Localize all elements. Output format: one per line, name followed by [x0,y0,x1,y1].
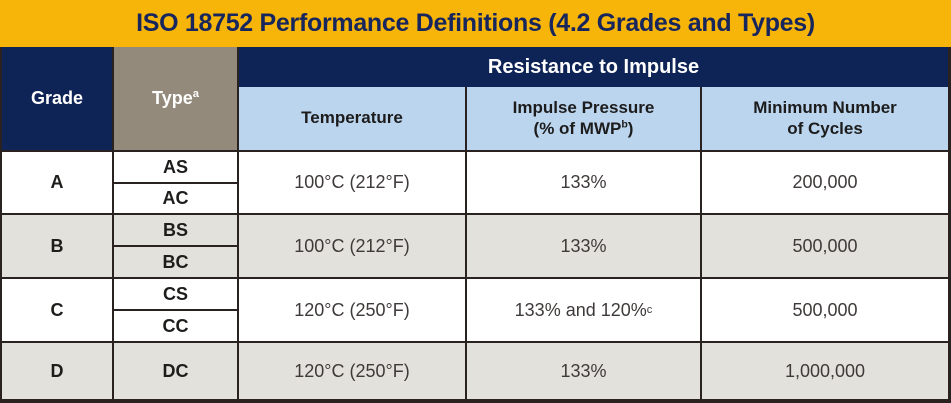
col-header-type-label: Typea [152,88,199,108]
temperature-cell-A: 100°C (212°F) [237,150,465,213]
cycles-cell-D: 1,000,000 [700,341,948,399]
type-cell-BC: BC [112,245,237,277]
type-cell-BS: BS [112,213,237,245]
grade-cell-C: C [2,277,112,341]
col-header-grade-label: Grade [30,88,84,108]
grades-types-table: Grade Typea Resistance to Impulse Temper… [0,47,951,403]
footnote-marker-a: a [192,88,199,100]
type-cell-AC: AC [112,182,237,213]
footnote-marker-b: b [621,117,628,130]
temperature-cell-B: 100°C (212°F) [237,213,465,277]
cycles-cell-C: 500,000 [700,277,948,341]
grade-cell-A: A [2,150,112,213]
band-header-resistance-to-impulse: Resistance to Impulse [237,47,948,87]
col-header-impulse-pressure: Impulse Pressure (% of MWPb) [465,87,700,150]
type-cell-CC: CC [112,309,237,341]
grade-cell-D: D [2,341,112,399]
col-header-impulse-pressure-label: Impulse Pressure (% of MWPb) [512,98,655,138]
type-cell-AS: AS [112,150,237,182]
cycles-cell-A: 200,000 [700,150,948,213]
col-header-temperature: Temperature [237,87,465,150]
band-header-label: Resistance to Impulse [487,55,700,78]
temperature-cell-D: 120°C (250°F) [237,341,465,399]
pressure-cell-D: 133% [465,341,700,399]
cycles-cell-B: 500,000 [700,213,948,277]
col-header-min-cycles-label: Minimum Number of Cycles [753,98,897,138]
col-header-temperature-label: Temperature [301,108,403,128]
temperature-cell-C: 120°C (250°F) [237,277,465,341]
type-cell-DC: DC [112,341,237,399]
pressure-cell-B: 133% [465,213,700,277]
grade-cell-B: B [2,213,112,277]
col-header-grade: Grade [2,47,112,150]
col-header-type: Typea [112,47,237,150]
col-header-min-cycles: Minimum Number of Cycles [700,87,948,150]
pressure-cell-A: 133% [465,150,700,213]
page-title: ISO 18752 Performance Definitions (4.2 G… [0,0,951,47]
type-cell-CS: CS [112,277,237,309]
pressure-cell-C: 133% and 120% c [465,277,700,341]
